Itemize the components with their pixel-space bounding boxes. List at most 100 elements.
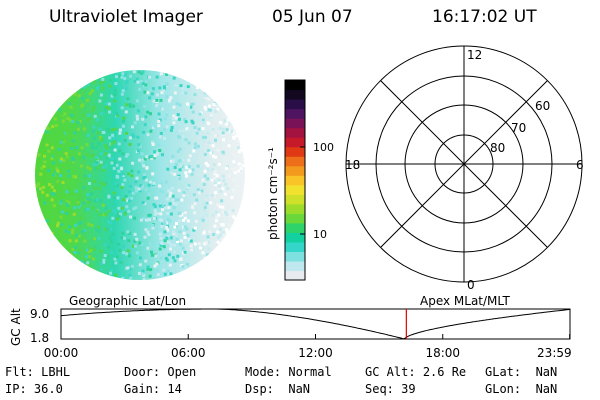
speckle-pixel	[215, 247, 219, 250]
speckle-pixel	[206, 90, 210, 94]
speckle-pixel	[41, 124, 45, 128]
speckle-pixel	[52, 234, 55, 238]
speckle-pixel	[57, 87, 61, 91]
speckle-pixel	[203, 153, 207, 156]
speckle-pixel	[218, 205, 222, 209]
speckle-pixel	[211, 213, 215, 217]
speckle-pixel	[66, 155, 70, 159]
timeline-x-ticks: 00:00 06:00 12:00 18:00 23:59	[44, 334, 572, 360]
speckle-pixel	[87, 113, 91, 117]
speckle-pixel	[118, 119, 122, 123]
speckle-pixel	[199, 167, 203, 171]
speckle-pixel	[116, 196, 120, 200]
speckle-pixel	[208, 230, 212, 234]
colorbar-unit-label: photon cm⁻²s⁻¹	[266, 147, 280, 240]
speckle-pixel	[105, 105, 109, 109]
speckle-pixel	[95, 198, 99, 202]
colorbar-segment	[285, 270, 305, 281]
speckle-pixel	[169, 212, 173, 216]
speckle-pixel	[83, 229, 87, 232]
speckle-pixel	[50, 232, 54, 236]
speckle-pixel	[162, 128, 166, 132]
auroral-image	[35, 70, 245, 280]
speckle-pixel	[187, 238, 191, 242]
speckle-pixel	[72, 212, 76, 216]
speckle-pixel	[113, 99, 117, 103]
speckle-pixel	[108, 84, 112, 88]
speckle-pixel	[204, 85, 208, 89]
speckle-pixel	[122, 198, 126, 202]
speckle-pixel	[154, 254, 158, 258]
speckle-pixel	[80, 78, 84, 82]
speckle-pixel	[158, 184, 162, 188]
speckle-pixel	[139, 184, 143, 187]
speckle-pixel	[217, 178, 221, 182]
speckle-pixel	[56, 221, 60, 225]
speckle-pixel	[51, 212, 55, 216]
speckle-pixel	[69, 147, 73, 150]
speckle-pixel	[77, 152, 81, 156]
speckle-pixel	[176, 239, 179, 243]
speckle-pixel	[141, 158, 145, 162]
speckle-pixel	[212, 163, 216, 167]
colorbar-segment	[285, 241, 305, 253]
speckle-pixel	[181, 158, 185, 162]
speckle-pixel	[234, 134, 238, 138]
speckle-pixel	[116, 116, 120, 120]
speckle-pixel	[58, 263, 62, 266]
speckle-pixel	[173, 91, 177, 95]
speckle-pixel	[42, 157, 46, 161]
speckle-pixel	[88, 92, 92, 96]
speckle-pixel	[144, 115, 148, 119]
speckle-pixel	[90, 142, 94, 146]
speckle-pixel	[120, 92, 124, 96]
mlt-label-6: 6	[576, 158, 584, 172]
speckle-pixel	[80, 96, 84, 100]
speckle-pixel	[158, 232, 162, 236]
speckle-pixel	[205, 72, 209, 76]
speckle-pixel	[138, 241, 142, 245]
speckle-pixel	[124, 194, 128, 198]
speckle-pixel	[67, 102, 71, 105]
speckle-pixel	[165, 258, 169, 262]
speckle-pixel	[122, 73, 126, 76]
speckle-pixel	[226, 231, 230, 235]
speckle-pixel	[144, 228, 148, 232]
speckle-pixel	[184, 171, 188, 175]
speckle-pixel	[165, 193, 169, 197]
speckle-pixel	[93, 237, 97, 241]
speckle-pixel	[91, 108, 95, 112]
speckle-pixel	[179, 258, 183, 261]
speckle-pixel	[66, 200, 69, 204]
speckle-pixel	[119, 258, 123, 262]
speckle-pixel	[143, 235, 147, 239]
speckle-pixel	[154, 125, 157, 129]
speckle-pixel	[68, 118, 72, 122]
speckle-pixel	[150, 253, 154, 257]
speckle-pixel	[126, 198, 130, 202]
speckle-pixel	[146, 246, 150, 250]
speckle-pixel	[138, 158, 142, 162]
speckle-pixel	[135, 237, 139, 241]
speckle-pixel	[178, 230, 182, 234]
speckle-pixel	[42, 165, 46, 168]
speckle-pixel	[75, 233, 79, 237]
speckle-pixel	[84, 208, 88, 212]
speckle-pixel	[124, 87, 128, 90]
speckle-pixel	[227, 144, 231, 148]
speckle-pixel	[224, 109, 227, 113]
speckle-pixel	[211, 93, 215, 97]
speckle-pixel	[67, 81, 71, 85]
speckle-pixel	[118, 163, 122, 167]
speckle-pixel	[196, 262, 200, 266]
speckle-pixel	[73, 92, 77, 96]
speckle-pixel	[117, 84, 121, 88]
speckle-pixel	[91, 206, 95, 210]
speckle-pixel	[149, 88, 153, 92]
speckle-pixel	[174, 198, 178, 202]
speckle-pixel	[187, 165, 191, 168]
speckle-pixel	[86, 83, 90, 87]
speckle-pixel	[207, 104, 211, 108]
speckle-pixel	[206, 177, 210, 181]
speckle-pixel	[63, 94, 67, 98]
